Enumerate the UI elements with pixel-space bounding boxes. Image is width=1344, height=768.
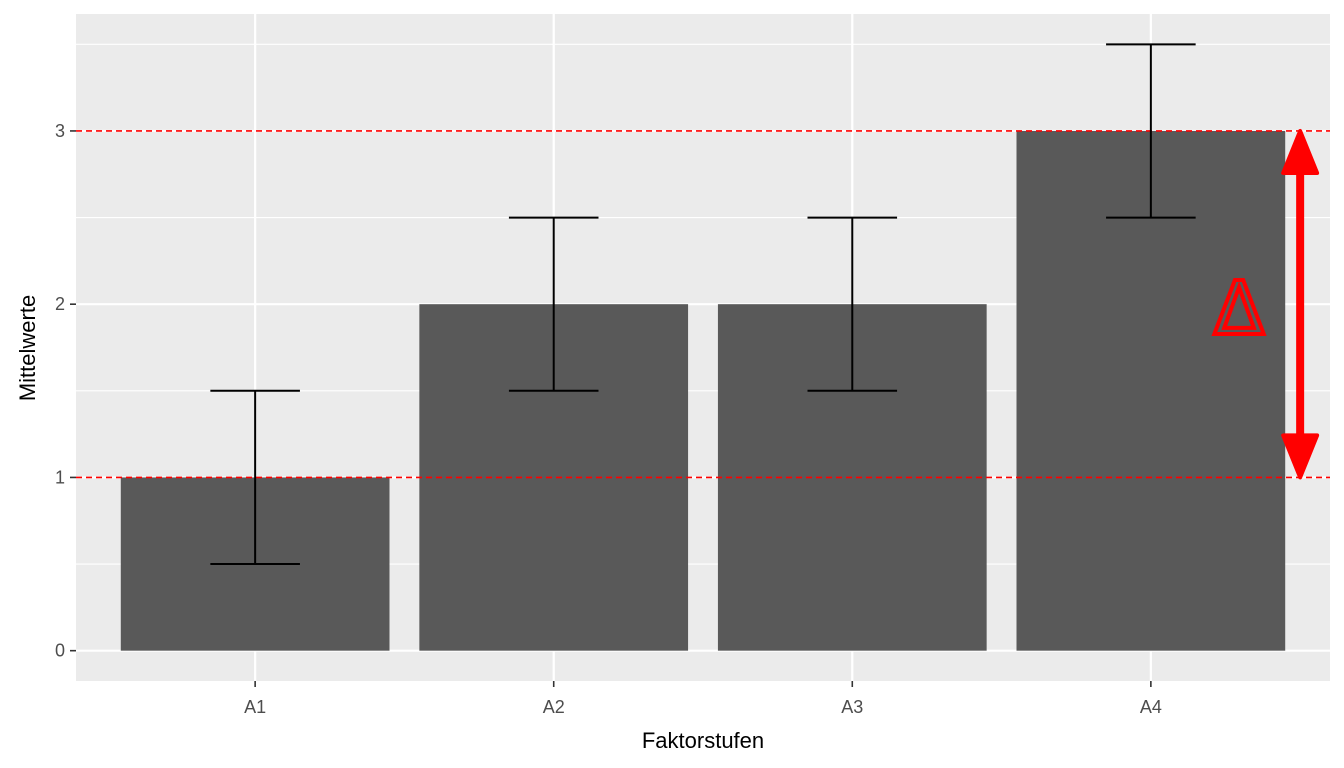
y-tick-label: 1 (55, 467, 65, 487)
x-tick-label: A1 (244, 697, 266, 717)
y-tick-label: 0 (55, 641, 65, 661)
reference-line-layer (76, 130, 1330, 479)
x-axis-title: Faktorstufen (642, 728, 764, 753)
y-tick-label: 2 (55, 294, 65, 314)
y-axis-title: Mittelwerte (15, 295, 40, 401)
x-tick-label: A4 (1140, 697, 1162, 717)
delta-arrow-head-bottom (1281, 433, 1320, 480)
delta-arrow-head-top (1281, 128, 1320, 175)
bar-layer (120, 130, 1286, 651)
x-tick-label: A3 (841, 697, 863, 717)
y-tick-label: 3 (55, 121, 65, 141)
tick-layer: 0 1 2 3 A1 A2 A3 A4 (55, 121, 1162, 717)
delta-label: Δ (1214, 266, 1265, 352)
x-tick-label: A2 (543, 697, 565, 717)
error-bar-layer (210, 43, 1196, 566)
delta-arrow-layer (1281, 128, 1320, 480)
